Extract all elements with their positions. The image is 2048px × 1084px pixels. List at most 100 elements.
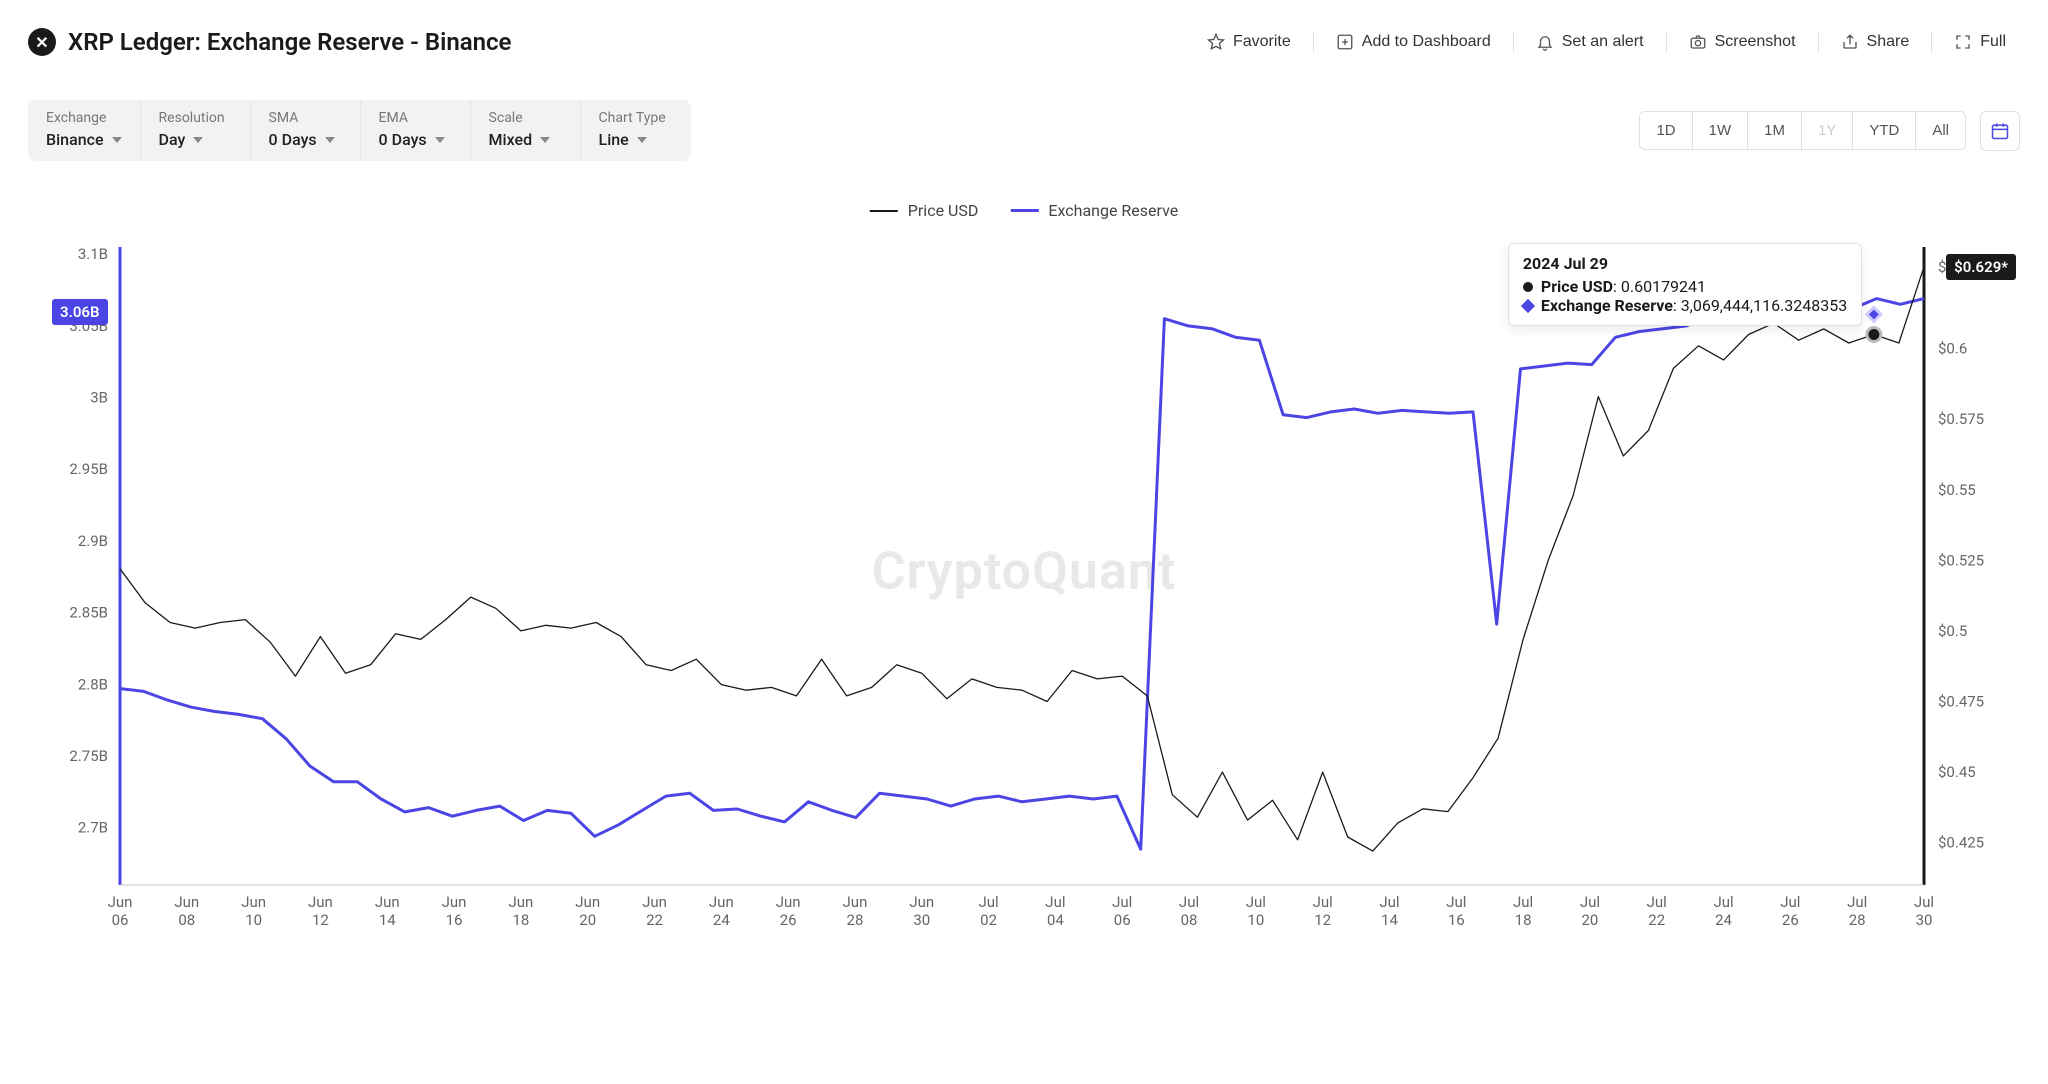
svg-text:Jun: Jun — [508, 893, 533, 911]
legend-item[interactable]: Price USD — [870, 201, 979, 220]
filter-scale[interactable]: Scale Mixed — [471, 100, 581, 161]
filter-label: Resolution — [159, 110, 232, 126]
chevron-down-icon — [540, 137, 550, 143]
filter-resolution[interactable]: Resolution Day — [141, 100, 251, 161]
svg-text:12: 12 — [1314, 911, 1331, 929]
alert-label: Set an alert — [1562, 33, 1644, 51]
title-group: ✕ XRP Ledger: Exchange Reserve - Binance — [28, 28, 511, 56]
screenshot-label: Screenshot — [1715, 33, 1796, 51]
svg-text:14: 14 — [379, 911, 396, 929]
tooltip-row: Exchange Reserve: 3,069,444,116.3248353 — [1523, 296, 1847, 315]
svg-text:30: 30 — [1916, 911, 1933, 929]
screenshot-button[interactable]: Screenshot — [1675, 25, 1810, 59]
star-icon — [1207, 33, 1225, 51]
set-alert-button[interactable]: Set an alert — [1522, 25, 1658, 59]
tooltip-date: 2024 Jul 29 — [1523, 254, 1847, 273]
timeframe-1y: 1Y — [1802, 112, 1853, 149]
svg-text:Jul: Jul — [1045, 893, 1065, 911]
bell-icon — [1536, 33, 1554, 51]
svg-text:Jun: Jun — [575, 893, 600, 911]
svg-text:Jul: Jul — [1313, 893, 1333, 911]
filter-exchange[interactable]: Exchange Binance — [28, 100, 141, 161]
filter-label: Exchange — [46, 110, 122, 126]
add-dashboard-button[interactable]: Add to Dashboard — [1322, 25, 1505, 59]
camera-icon — [1689, 33, 1707, 51]
svg-text:$0.475: $0.475 — [1938, 693, 1984, 711]
svg-text:$0.425: $0.425 — [1938, 834, 1984, 852]
svg-text:Jul: Jul — [1914, 893, 1934, 911]
svg-text:28: 28 — [847, 911, 864, 929]
svg-text:24: 24 — [1715, 911, 1732, 929]
chevron-down-icon — [325, 137, 335, 143]
fullscreen-icon — [1954, 33, 1972, 51]
svg-text:08: 08 — [1181, 911, 1198, 929]
svg-text:Jun: Jun — [776, 893, 801, 911]
dashboard-plus-icon — [1336, 33, 1354, 51]
svg-text:26: 26 — [1782, 911, 1799, 929]
svg-text:Jun: Jun — [843, 893, 868, 911]
calendar-icon — [1990, 121, 2010, 141]
svg-text:Jul: Jul — [1379, 893, 1399, 911]
legend-item[interactable]: Exchange Reserve — [1010, 201, 1178, 220]
svg-text:Jun: Jun — [108, 893, 133, 911]
legend-swatch — [1010, 209, 1038, 212]
timeframe-1d[interactable]: 1D — [1640, 112, 1692, 149]
filter-value: 0 Days — [379, 130, 427, 149]
full-label: Full — [1980, 33, 2006, 51]
svg-text:$0.5: $0.5 — [1938, 622, 1967, 640]
svg-text:2.7B: 2.7B — [78, 819, 108, 837]
filter-value: Binance — [46, 130, 104, 149]
timeframe-ytd[interactable]: YTD — [1853, 112, 1916, 149]
svg-text:2.75B: 2.75B — [69, 747, 108, 765]
filter-ema[interactable]: EMA 0 Days — [361, 100, 471, 161]
filter-bar: Exchange BinanceResolution DaySMA 0 Days… — [28, 100, 691, 161]
left-axis-marker: 3.06B — [52, 299, 108, 325]
filter-value: 0 Days — [269, 130, 317, 149]
calendar-button[interactable] — [1980, 111, 2020, 151]
filter-label: EMA — [379, 110, 452, 126]
svg-text:Jun: Jun — [375, 893, 400, 911]
svg-text:3.1B: 3.1B — [78, 245, 108, 263]
fullscreen-button[interactable]: Full — [1940, 25, 2020, 59]
svg-text:Jun: Jun — [308, 893, 333, 911]
chart-legend: Price USD Exchange Reserve — [870, 201, 1178, 220]
svg-text:2.95B: 2.95B — [69, 460, 108, 478]
timeframe-1w[interactable]: 1W — [1693, 112, 1749, 149]
svg-text:Jun: Jun — [642, 893, 667, 911]
timeframe-1m[interactable]: 1M — [1748, 112, 1802, 149]
svg-text:$0.575: $0.575 — [1938, 410, 1984, 428]
svg-text:2.9B: 2.9B — [78, 532, 108, 550]
svg-text:$0.6: $0.6 — [1938, 340, 1967, 358]
filter-label: Scale — [489, 110, 562, 126]
svg-text:Jul: Jul — [1246, 893, 1266, 911]
svg-text:30: 30 — [913, 911, 930, 929]
right-controls: 1D1W1M1YYTDAll — [1639, 111, 2020, 151]
share-button[interactable]: Share — [1827, 25, 1924, 59]
tooltip-row: Price USD: 0.60179241 — [1523, 277, 1847, 296]
svg-text:Jul: Jul — [1847, 893, 1867, 911]
diamond-icon — [1521, 298, 1535, 312]
svg-text:20: 20 — [1581, 911, 1598, 929]
svg-text:2.8B: 2.8B — [78, 675, 108, 693]
favorite-button[interactable]: Favorite — [1193, 25, 1305, 59]
chevron-down-icon — [435, 137, 445, 143]
share-icon — [1841, 33, 1859, 51]
svg-text:22: 22 — [1648, 911, 1665, 929]
svg-text:Jun: Jun — [241, 893, 266, 911]
logo-icon: ✕ — [28, 28, 56, 56]
timeframe-all[interactable]: All — [1916, 112, 1965, 149]
filter-chart-type[interactable]: Chart Type Line — [581, 100, 691, 161]
header-actions: Favorite Add to Dashboard Set an alert S… — [1193, 25, 2020, 59]
svg-text:18: 18 — [1515, 911, 1532, 929]
filter-label: SMA — [269, 110, 342, 126]
svg-text:16: 16 — [446, 911, 463, 929]
filter-value: Day — [159, 130, 186, 149]
chart-svg[interactable]: 2.7B2.75B2.8B2.85B2.9B2.95B3B3.05B3.1B$0… — [28, 237, 2020, 941]
svg-text:Jul: Jul — [1713, 893, 1733, 911]
legend-label: Price USD — [908, 201, 979, 220]
chevron-down-icon — [637, 137, 647, 143]
filter-sma[interactable]: SMA 0 Days — [251, 100, 361, 161]
legend-label: Exchange Reserve — [1048, 201, 1178, 220]
svg-text:$0.45: $0.45 — [1938, 763, 1976, 781]
chevron-down-icon — [112, 137, 122, 143]
